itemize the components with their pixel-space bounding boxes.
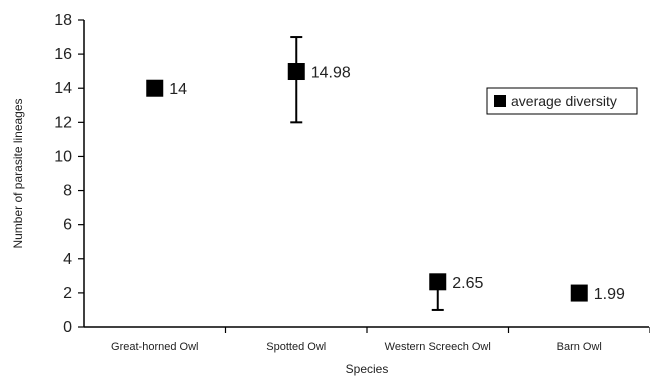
data-point <box>146 79 164 97</box>
data-labels: 14 14.98 2.65 1.99 <box>169 65 625 304</box>
y-tick-label: 2 <box>63 285 72 302</box>
y-tick-label: 4 <box>63 251 72 268</box>
y-tick-label: 16 <box>54 46 72 63</box>
y-tick-label: 6 <box>63 217 72 234</box>
x-categories: Great-horned Owl Spotted Owl Western Scree… <box>111 327 650 353</box>
x-category-label: Western Screech Owl <box>385 341 491 353</box>
legend-swatch <box>494 95 506 107</box>
legend-label: average diversity <box>511 93 617 109</box>
y-tick-label: 18 <box>54 12 72 29</box>
data-label: 1.99 <box>594 286 625 303</box>
data-label: 14.98 <box>311 65 351 82</box>
y-tick-label: 0 <box>63 319 72 336</box>
data-point <box>570 284 588 302</box>
legend-box <box>486 87 638 115</box>
x-category-label: Barn Owl <box>557 341 602 353</box>
y-axis-title: Number of parasite lineages <box>11 98 25 248</box>
y-tick-label: 14 <box>54 80 72 97</box>
x-axis-title: Species <box>346 362 389 376</box>
x-category-label: Spotted Owl <box>266 341 326 353</box>
data-label: 2.65 <box>452 275 483 292</box>
legend: average diversity <box>486 87 638 115</box>
y-tick-label: 12 <box>54 114 72 131</box>
y-ticks: 0 2 4 6 8 10 12 14 16 18 <box>54 12 84 336</box>
data-points <box>146 63 588 302</box>
x-category-label: Great-horned Owl <box>111 341 198 353</box>
data-point <box>287 63 305 81</box>
axes <box>83 20 649 328</box>
y-tick-label: 8 <box>63 183 72 200</box>
data-label: 14 <box>169 81 187 98</box>
data-point <box>429 273 447 291</box>
y-tick-label: 10 <box>54 148 72 165</box>
